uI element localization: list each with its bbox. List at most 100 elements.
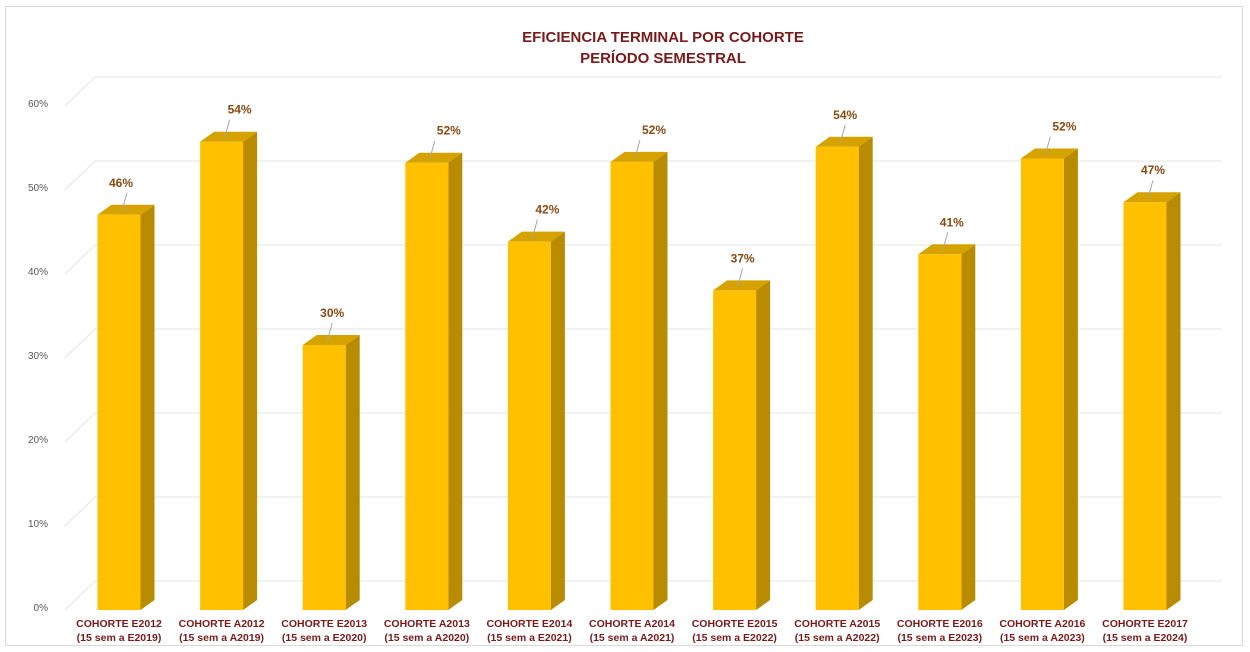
bar-front xyxy=(918,254,962,610)
x-category-sublabel: (15 sem a E2024) xyxy=(1103,632,1188,644)
bar-side xyxy=(1063,148,1078,610)
bar-top xyxy=(610,151,668,162)
data-label: 47% xyxy=(1141,163,1165,177)
x-category-sublabel: (15 sem a E2022) xyxy=(692,632,777,644)
leader-line xyxy=(942,232,949,251)
chart-subtitle: PERÍODO SEMESTRAL xyxy=(580,50,746,67)
data-label: 42% xyxy=(535,203,559,217)
bar-side xyxy=(961,244,976,610)
leader-line xyxy=(429,140,436,159)
x-category-label: COHORTE E2016 xyxy=(897,618,983,630)
bar xyxy=(302,335,360,610)
x-category-label: COHORTE E2013 xyxy=(281,618,367,630)
bar-side xyxy=(756,280,771,610)
bar xyxy=(97,204,155,611)
bar-top xyxy=(507,231,565,242)
x-category-sublabel: (15 sem a A2021) xyxy=(590,632,675,644)
y-tick-label: 10% xyxy=(28,519,48,530)
leader-line xyxy=(1147,180,1154,199)
bar-side xyxy=(243,131,258,610)
data-label: 37% xyxy=(731,251,755,265)
x-category-label: COHORTE A2016 xyxy=(999,618,1085,630)
x-category-label: COHORTE E2017 xyxy=(1102,618,1188,630)
x-category-label: COHORTE E2012 xyxy=(76,618,162,630)
x-category-label: COHORTE E2015 xyxy=(692,618,778,630)
x-category-label: COHORTE A2012 xyxy=(179,618,265,630)
data-label: 54% xyxy=(833,108,857,122)
x-category-label: COHORTE A2015 xyxy=(794,618,880,630)
bar-side xyxy=(345,335,360,610)
data-label: 41% xyxy=(940,215,964,229)
leader-line xyxy=(531,219,538,238)
x-category-sublabel: (15 sem a A2020) xyxy=(384,632,469,644)
x-category-sublabel: (15 sem a E2020) xyxy=(282,632,367,644)
leader-line xyxy=(737,268,744,287)
x-category-label: COHORTE A2014 xyxy=(589,618,675,630)
x-axis-labels: COHORTE E2012 (15 sem a E2019) COHORTE A20… xyxy=(76,618,1188,644)
bar-front xyxy=(815,146,859,610)
leader-line xyxy=(1044,136,1051,155)
bar xyxy=(1020,148,1078,610)
x-category-sublabel: (15 sem a E2019) xyxy=(77,632,162,644)
data-label: 52% xyxy=(1052,120,1076,134)
bar-top xyxy=(1020,148,1078,159)
bar-top xyxy=(97,204,155,215)
data-labels: 46% 54% 30% 52% 42% 52% 37% 54% 41% 52% 47% xyxy=(109,103,1165,342)
bar xyxy=(815,136,873,610)
leader-line xyxy=(839,124,846,143)
bar xyxy=(200,131,258,610)
bar-side xyxy=(550,231,565,610)
bar-front xyxy=(507,241,551,610)
y-tick-label: 60% xyxy=(28,99,48,110)
y-tick-label: 50% xyxy=(28,183,48,194)
bar-top xyxy=(200,131,258,142)
bar-top xyxy=(405,152,463,163)
bar-front xyxy=(713,290,757,610)
data-label: 52% xyxy=(642,123,666,137)
data-label: 54% xyxy=(228,103,252,117)
leader-line xyxy=(634,139,641,159)
bar xyxy=(405,152,463,610)
bar-front xyxy=(1123,202,1167,610)
bar-front xyxy=(302,345,346,610)
leader-line xyxy=(224,119,231,138)
y-tick-label: 40% xyxy=(28,267,48,278)
leader-line xyxy=(121,192,128,211)
bar-side xyxy=(140,204,155,611)
x-category-label: COHORTE E2014 xyxy=(487,618,573,630)
x-category-sublabel: (15 sem a E2023) xyxy=(897,632,982,644)
bar-side xyxy=(448,152,463,610)
data-label: 46% xyxy=(109,176,133,190)
bar-front xyxy=(405,162,449,610)
bar-top xyxy=(918,244,976,255)
gridline xyxy=(64,76,1222,107)
bar-top xyxy=(713,280,771,291)
bar-front xyxy=(610,161,654,610)
x-category-label: COHORTE A2013 xyxy=(384,618,470,630)
leader-line xyxy=(326,322,333,342)
bar xyxy=(918,244,976,610)
data-label: 52% xyxy=(437,124,461,138)
bars xyxy=(97,131,1181,611)
bar-front xyxy=(200,141,244,610)
bar xyxy=(713,280,771,610)
x-category-sublabel: (15 sem a E2021) xyxy=(487,632,572,644)
x-category-sublabel: (15 sem a A2022) xyxy=(795,632,880,644)
bar-top xyxy=(1123,192,1181,203)
bar-top xyxy=(302,335,360,345)
bar xyxy=(610,151,668,610)
y-tick-label: 20% xyxy=(28,435,48,446)
bar-front xyxy=(97,214,141,611)
data-label: 30% xyxy=(320,306,344,320)
y-axis-ticks: 0% 10% 20% 30% 40% 50% 60% xyxy=(28,99,48,614)
bar-side xyxy=(653,151,668,610)
bar xyxy=(1123,192,1181,610)
y-tick-label: 30% xyxy=(28,351,48,362)
y-tick-label: 0% xyxy=(34,603,49,614)
bar-side xyxy=(1166,192,1181,610)
bar-top xyxy=(815,136,873,147)
bar xyxy=(507,231,565,610)
chart-title: EFICIENCIA TERMINAL POR COHORTE xyxy=(522,29,804,46)
bar-front xyxy=(1020,158,1064,610)
